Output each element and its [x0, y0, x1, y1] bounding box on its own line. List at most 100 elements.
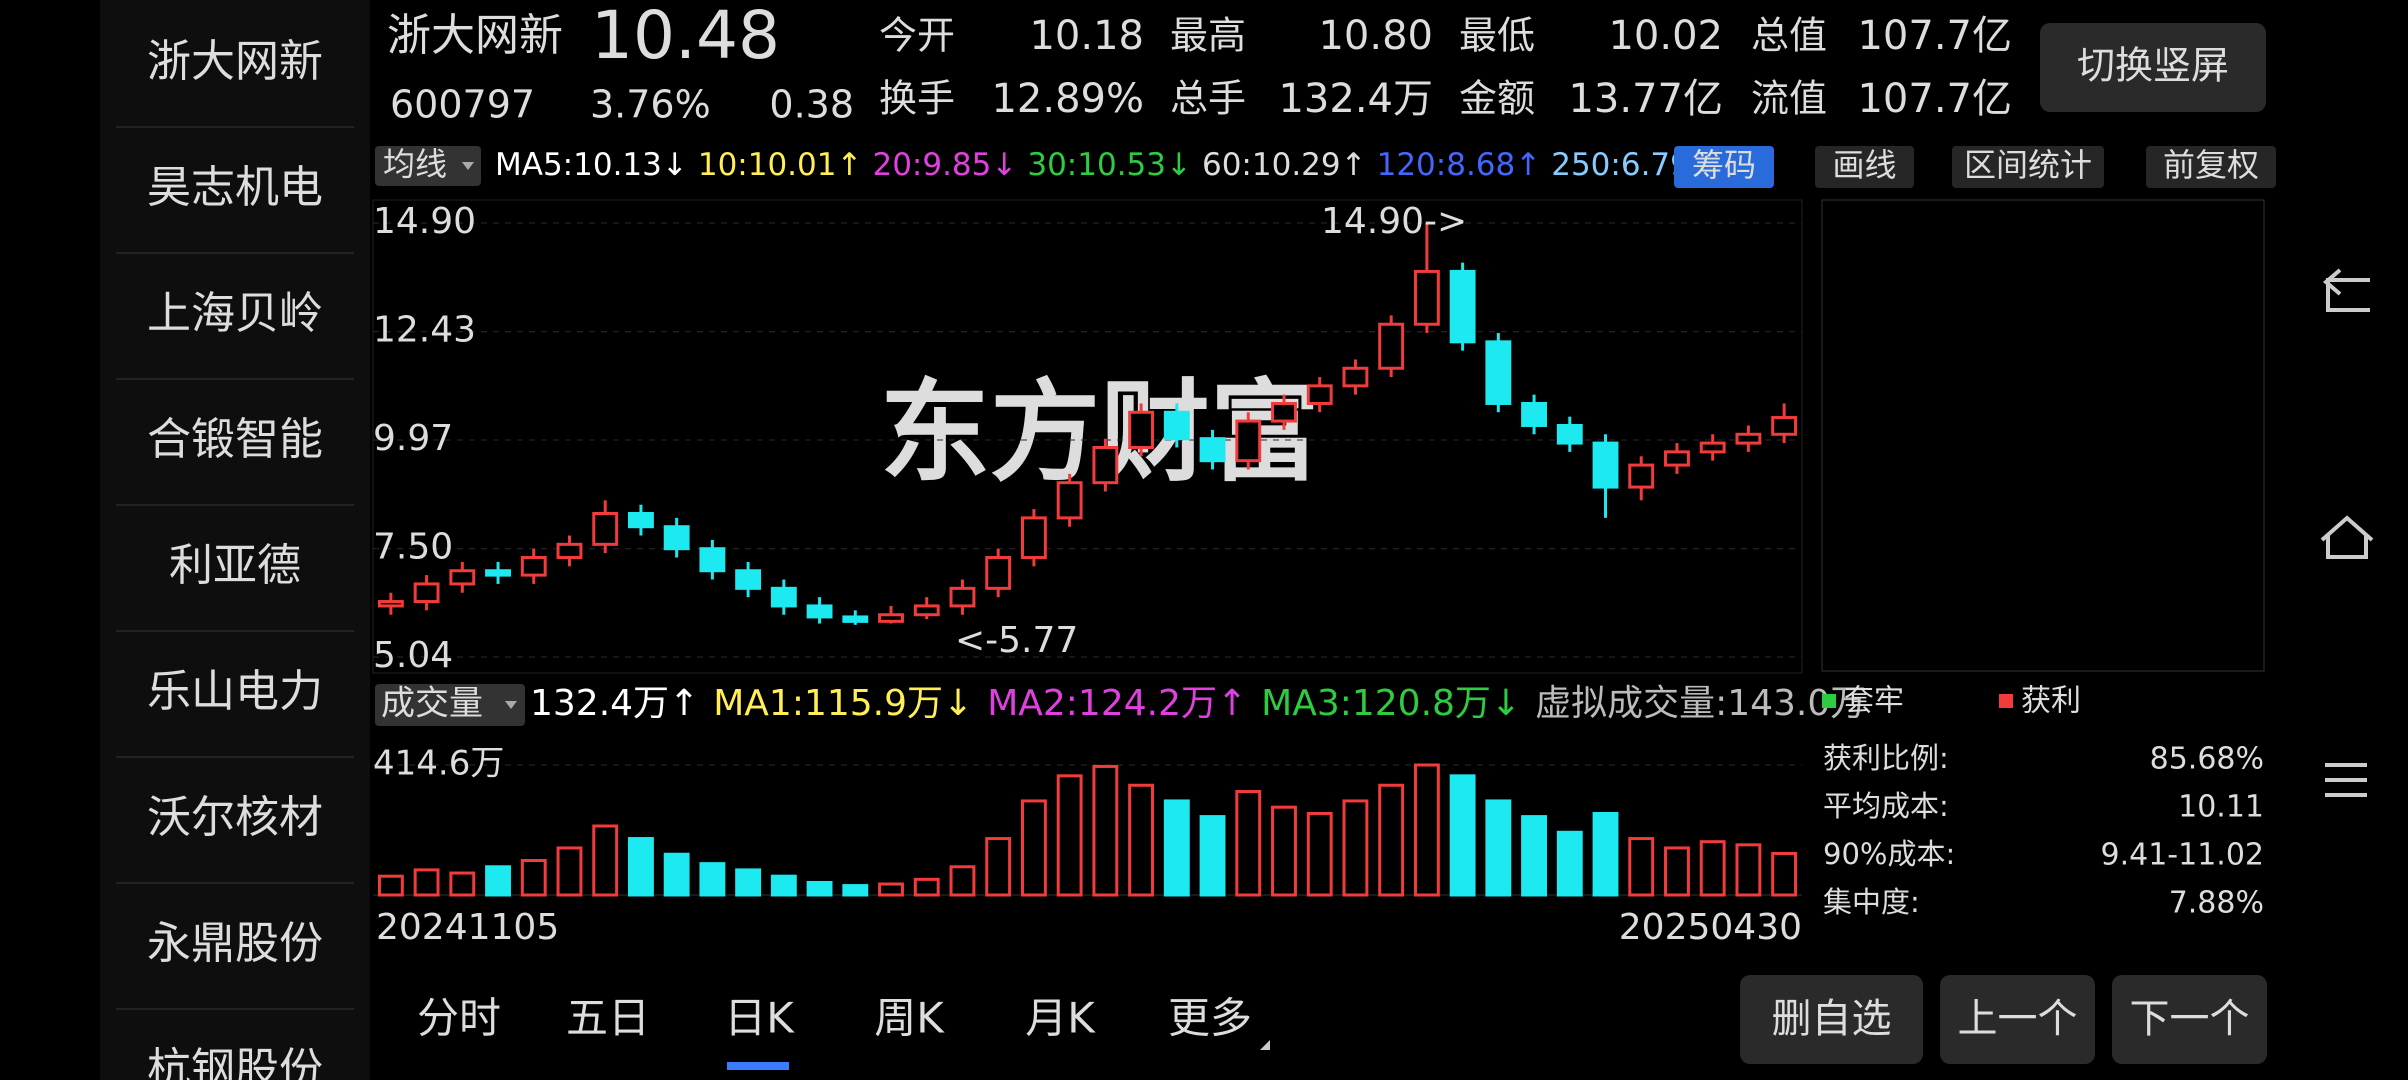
tool-button[interactable]	[2146, 146, 2276, 188]
volume-bar	[1163, 799, 1190, 897]
candle-body	[1771, 416, 1798, 436]
tool-button[interactable]	[1674, 146, 1774, 188]
action-label: 上一个	[1958, 996, 2078, 1042]
tool-button[interactable]	[1815, 146, 1914, 188]
volume-item: 虚拟成交量:143.0万	[1535, 683, 1866, 724]
plot-frame	[372, 199, 1803, 674]
home-icon[interactable]	[2320, 515, 2374, 559]
volume-bar	[1699, 840, 1726, 897]
nav-bg	[2281, 0, 2408, 1080]
tab[interactable]: 周K	[874, 994, 945, 1043]
ma-item: 10:10.01↑	[698, 147, 863, 183]
sidebar-item[interactable]: 昊志机电	[147, 162, 323, 213]
candle-body	[1092, 445, 1119, 485]
sidebar-item[interactable]: 上海贝岭	[147, 288, 323, 339]
change-pct: 3.76%	[590, 83, 711, 127]
sidebar-item[interactable]: 沃尔核材	[147, 792, 323, 843]
sidebar-item[interactable]: 杭钢股份	[147, 1044, 323, 1080]
y-tick-label: 14.90	[373, 201, 476, 242]
sidebar-bg	[100, 0, 370, 1080]
stat-label: 总值	[1751, 14, 1827, 58]
back-icon[interactable]	[2322, 268, 2370, 312]
selector-box[interactable]	[375, 146, 481, 186]
tab[interactable]: 日K	[724, 994, 795, 1043]
volume-bar	[735, 868, 762, 897]
y-tick-label: 12.43	[373, 310, 476, 351]
candle-body	[699, 547, 726, 573]
ma-item: 60:10.29↑	[1202, 147, 1367, 183]
toggle-button[interactable]	[2040, 23, 2266, 112]
volume-bar	[1020, 799, 1047, 897]
candle-body	[842, 615, 869, 623]
selector-box[interactable]	[375, 684, 525, 726]
action-label: 下一个	[2130, 996, 2250, 1042]
selector[interactable]: 成交量	[381, 684, 483, 724]
volume-bar	[1735, 843, 1762, 897]
stat-label: 流值	[1751, 77, 1827, 121]
action-button[interactable]	[1740, 975, 1923, 1064]
tool-button-label: 前复权	[2163, 146, 2259, 184]
candle-body	[1342, 366, 1369, 388]
stat-value: 107.7亿	[1857, 13, 2012, 59]
annotation: <-5.77	[955, 620, 1078, 661]
volume-bar	[1592, 811, 1619, 897]
candle-body	[985, 556, 1012, 590]
chip-stat-value: 7.88%	[2169, 886, 2264, 921]
volume-bar	[878, 882, 904, 897]
candle-body	[1235, 419, 1262, 463]
toggle-label[interactable]: 切换竖屏	[2077, 44, 2229, 88]
chip-stat-label: 平均成本:	[1823, 789, 1949, 823]
volume-bar	[520, 859, 547, 897]
chip-stat-value: 85.68%	[2150, 742, 2264, 777]
stat-value: 12.89%	[991, 76, 1144, 122]
ma-legend: MA5:10.13↓ 10:10.01↑ 20:9.85↓ 30:10.53↓ 60:1…	[495, 147, 1716, 183]
volume-bar	[1664, 846, 1690, 897]
candle-body	[1128, 410, 1155, 449]
volume-bar	[1628, 837, 1655, 897]
candle-body	[1664, 450, 1690, 467]
candle-body	[1020, 516, 1047, 560]
sidebar-item[interactable]: 永鼎股份	[147, 918, 323, 969]
sidebar-item[interactable]: 浙大网新	[147, 36, 323, 87]
volume-bar	[1306, 811, 1333, 897]
tool-button-label: 筹码	[1692, 146, 1756, 184]
stat-value: 10.02	[1608, 13, 1723, 59]
volume-bar	[842, 884, 869, 897]
tool-button[interactable]	[1952, 146, 2104, 188]
dropdown-arrow	[505, 701, 517, 709]
tab[interactable]: 月K	[1025, 994, 1096, 1043]
sidebar-item[interactable]: 合锻智能	[147, 414, 323, 465]
volume-bar	[1199, 815, 1226, 897]
volume-bar	[770, 874, 797, 897]
legend-label: 套牢	[1844, 684, 1904, 719]
action-button[interactable]	[2112, 975, 2267, 1064]
tab-underline	[727, 1062, 789, 1070]
candle-body	[1056, 481, 1083, 520]
volume-bar	[1342, 799, 1369, 897]
more-arrow	[1260, 1040, 1270, 1050]
sidebar-item[interactable]: 利亚德	[169, 540, 301, 591]
volume-item: MA2:124.2万↑	[987, 683, 1247, 724]
candle-body	[735, 569, 762, 590]
sidebar-item[interactable]: 乐山电力	[147, 666, 323, 717]
candle-body	[913, 604, 940, 617]
volume-bar	[1271, 805, 1297, 897]
volume-bar	[1413, 763, 1440, 897]
chip-stat-label: 集中度:	[1823, 885, 1920, 919]
action-button[interactable]	[1940, 975, 2095, 1064]
volume-bar	[806, 880, 833, 897]
tool-button-label: 区间统计	[1964, 146, 2092, 184]
menu-icon[interactable]	[2325, 763, 2367, 797]
stat-label: 今开	[879, 14, 955, 58]
volume-bar	[556, 846, 583, 897]
tab[interactable]: 分时	[417, 994, 501, 1043]
stat-label: 总手	[1170, 77, 1246, 121]
tab[interactable]: 更多	[1168, 994, 1252, 1043]
candle-body	[592, 512, 619, 546]
selector[interactable]: 均线	[383, 145, 447, 183]
volume-bar	[413, 868, 440, 897]
y-tick-label: 9.97	[373, 418, 453, 459]
tab[interactable]: 五日	[566, 994, 650, 1043]
candle-body	[1735, 432, 1762, 445]
